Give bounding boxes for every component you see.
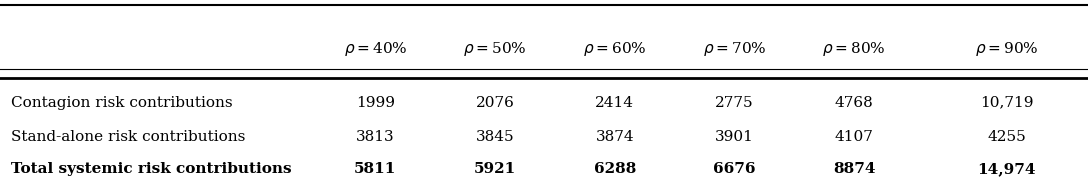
Text: 3845: 3845 [475,130,515,144]
Text: 3813: 3813 [356,130,395,144]
Text: $\rho = $90%: $\rho = $90% [975,40,1038,58]
Text: 5811: 5811 [355,162,396,176]
Text: 1999: 1999 [356,96,395,110]
Text: 14,974: 14,974 [977,162,1036,176]
Text: 2775: 2775 [715,96,754,110]
Text: 3901: 3901 [715,130,754,144]
Text: 4255: 4255 [987,130,1026,144]
Text: 8874: 8874 [832,162,876,176]
Text: 4768: 4768 [834,96,874,110]
Text: Contagion risk contributions: Contagion risk contributions [11,96,233,110]
Text: Total systemic risk contributions: Total systemic risk contributions [11,162,292,176]
Text: 2414: 2414 [595,96,634,110]
Text: 6676: 6676 [713,162,756,176]
Text: $\rho = $80%: $\rho = $80% [823,40,886,58]
Text: 6288: 6288 [594,162,635,176]
Text: 5921: 5921 [474,162,516,176]
Text: 2076: 2076 [475,96,515,110]
Text: $\rho = $40%: $\rho = $40% [344,40,407,58]
Text: Stand-alone risk contributions: Stand-alone risk contributions [11,130,245,144]
Text: 3874: 3874 [595,130,634,144]
Text: 4107: 4107 [834,130,874,144]
Text: $\rho = $50%: $\rho = $50% [463,40,527,58]
Text: $\rho = $70%: $\rho = $70% [703,40,766,58]
Text: 10,719: 10,719 [979,96,1034,110]
Text: $\rho = $60%: $\rho = $60% [583,40,646,58]
